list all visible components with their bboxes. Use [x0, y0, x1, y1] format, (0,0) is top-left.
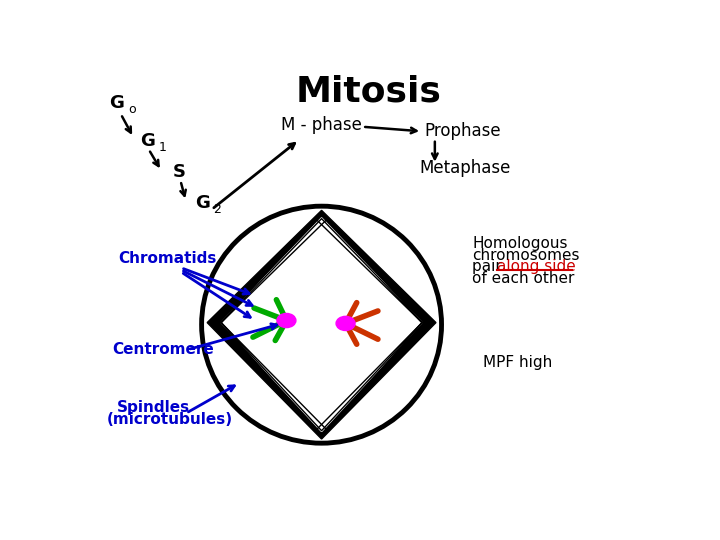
Text: G: G	[140, 132, 155, 150]
Text: G: G	[195, 194, 210, 212]
Circle shape	[336, 316, 355, 330]
Text: S: S	[173, 163, 186, 181]
Text: along side: along side	[497, 259, 575, 274]
Text: M - phase: M - phase	[281, 116, 362, 134]
Text: Prophase: Prophase	[425, 123, 501, 140]
Text: chromosomes: chromosomes	[472, 248, 580, 263]
Text: Spindles: Spindles	[117, 400, 190, 415]
Text: of each other: of each other	[472, 271, 575, 286]
Text: Homologous: Homologous	[472, 236, 568, 251]
Text: Mitosis: Mitosis	[296, 75, 442, 109]
Text: (microtubules): (microtubules)	[107, 411, 233, 427]
Polygon shape	[207, 211, 436, 439]
Polygon shape	[221, 218, 422, 431]
Text: Metaphase: Metaphase	[419, 159, 510, 177]
Text: pair: pair	[472, 259, 507, 274]
Text: Chromatids: Chromatids	[118, 251, 216, 266]
Text: Centromere: Centromere	[112, 342, 214, 357]
Text: MPF high: MPF high	[483, 355, 553, 369]
Text: 2: 2	[213, 203, 221, 216]
Text: 1: 1	[158, 141, 166, 154]
Text: G: G	[109, 94, 125, 112]
Text: o: o	[128, 104, 135, 117]
Circle shape	[277, 313, 296, 328]
